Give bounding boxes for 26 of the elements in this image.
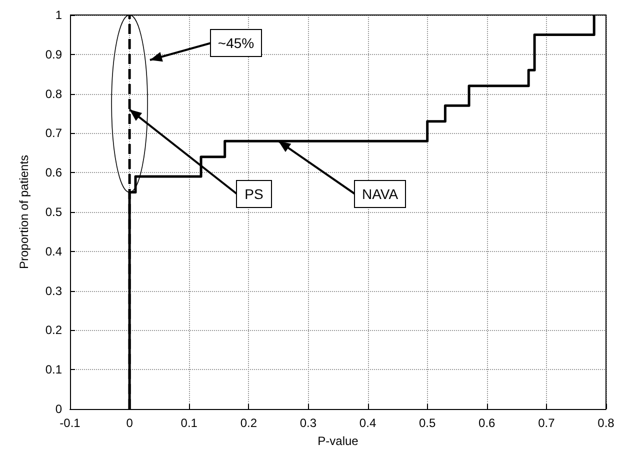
annotation: ~45% xyxy=(218,35,254,51)
x-tick-label: 0.2 xyxy=(240,416,258,430)
x-tick-label: 0 xyxy=(126,416,134,430)
y-tick-label: 0.8 xyxy=(45,86,62,101)
y-axis-title: Proportion of patients xyxy=(17,154,31,270)
x-axis-title: P-value xyxy=(318,434,359,448)
y-tick-label: 0 xyxy=(55,402,62,416)
x-tick-label: 0.8 xyxy=(598,416,615,430)
x-tick-label: -0.1 xyxy=(60,416,81,430)
y-tick-label: 1 xyxy=(55,8,62,22)
annotation: PS xyxy=(244,186,264,202)
y-tick-label: 0.6 xyxy=(45,166,62,180)
y-tick-label: 0.5 xyxy=(45,205,62,219)
y-tick-label: 0.2 xyxy=(45,323,62,338)
y-tick-label: 0.4 xyxy=(45,244,62,258)
y-tick-label: 0.1 xyxy=(45,362,62,377)
x-tick-label: 0.6 xyxy=(478,416,496,430)
x-tick-label: 0.3 xyxy=(300,416,317,430)
y-tick-label: 0.9 xyxy=(45,47,62,62)
x-tick-label: 0.4 xyxy=(359,416,376,430)
x-tick-label: 0.7 xyxy=(538,416,556,430)
x-tick-label: 0.5 xyxy=(418,416,436,430)
annotation: NAVA xyxy=(362,186,399,202)
y-tick-label: 0.7 xyxy=(45,126,62,140)
x-tick-label: 0.1 xyxy=(180,416,198,430)
y-tick-label: 0.3 xyxy=(45,284,62,298)
